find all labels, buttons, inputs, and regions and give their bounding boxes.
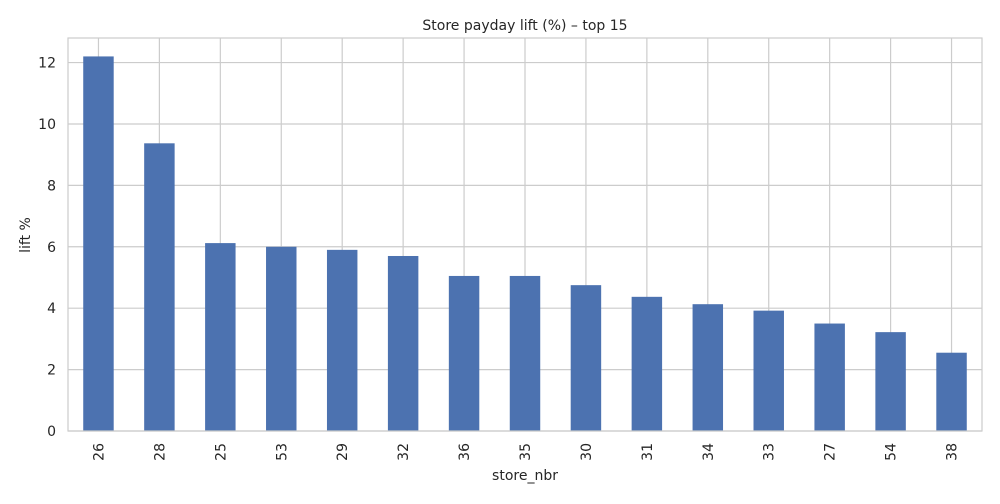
x-axis-label: store_nbr bbox=[492, 468, 558, 484]
x-tick-label: 25 bbox=[213, 443, 229, 461]
bar-store-53 bbox=[266, 246, 297, 431]
bar-store-30 bbox=[570, 285, 602, 431]
x-tick-label: 36 bbox=[457, 443, 473, 461]
bar-store-31 bbox=[631, 296, 663, 431]
y-axis-label: lift % bbox=[18, 217, 34, 253]
y-tick-label: 2 bbox=[47, 363, 56, 379]
x-tick-label: 53 bbox=[274, 443, 290, 461]
x-tick-label: 38 bbox=[945, 443, 961, 461]
bar-store-28 bbox=[144, 143, 175, 432]
x-tick-layer: 26 28 25 53 29 32 36 35 30 31 34 33 27 54 38 bbox=[91, 443, 960, 461]
x-tick-label: 31 bbox=[640, 443, 656, 461]
x-tick-label: 29 bbox=[335, 443, 351, 461]
x-tick-label: 30 bbox=[579, 443, 595, 461]
bar-store-38 bbox=[936, 352, 967, 431]
x-tick-label: 26 bbox=[91, 443, 107, 461]
x-tick-label: 32 bbox=[396, 443, 412, 461]
x-tick-label: 27 bbox=[823, 443, 839, 461]
y-tick-label: 8 bbox=[47, 178, 56, 194]
bar-store-26 bbox=[83, 56, 114, 431]
bar-store-25 bbox=[205, 243, 236, 431]
x-tick-label: 34 bbox=[701, 443, 717, 461]
bar-store-54 bbox=[875, 332, 906, 431]
bar-store-35 bbox=[509, 275, 541, 431]
x-tick-label: 54 bbox=[884, 443, 900, 461]
y-tick-label: 0 bbox=[47, 424, 56, 440]
y-tick-layer: 0 2 4 6 8 10 12 bbox=[38, 56, 56, 440]
x-tick-label: 33 bbox=[762, 443, 778, 461]
bar-store-34 bbox=[692, 304, 724, 431]
x-tick-label: 28 bbox=[152, 443, 168, 461]
bar-store-27 bbox=[814, 323, 845, 431]
bar-store-36 bbox=[448, 275, 480, 431]
plot-frame bbox=[67, 37, 983, 432]
y-tick-label: 6 bbox=[47, 240, 56, 256]
y-tick-label: 4 bbox=[47, 301, 56, 317]
y-tick-label: 10 bbox=[38, 117, 56, 133]
bar-store-33 bbox=[753, 310, 784, 431]
bar-store-32 bbox=[387, 255, 419, 431]
bar-store-29 bbox=[326, 249, 358, 431]
bar-layer bbox=[83, 56, 967, 432]
chart-title: Store payday lift (%) – top 15 bbox=[422, 18, 627, 34]
x-tick-label: 35 bbox=[518, 443, 534, 461]
y-tick-label: 12 bbox=[38, 56, 56, 72]
